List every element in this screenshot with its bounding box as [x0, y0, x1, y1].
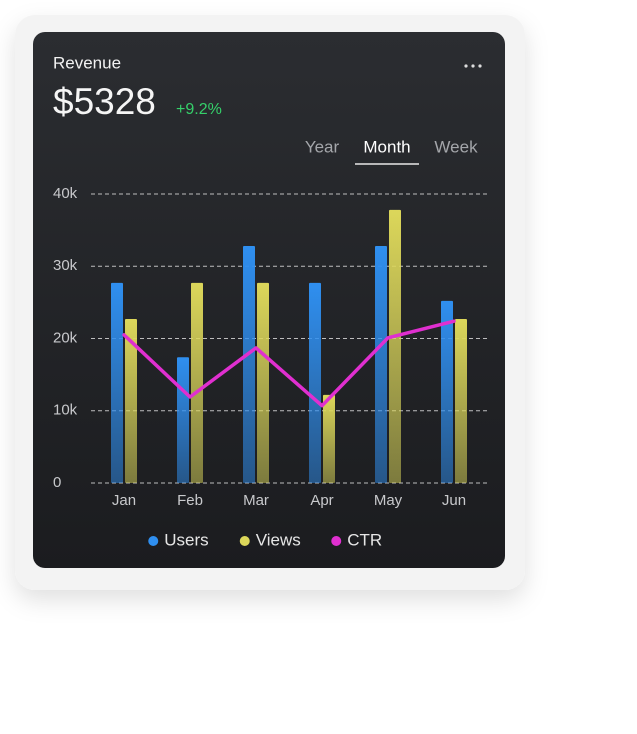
bar: [389, 209, 401, 483]
legend-swatch: [239, 536, 250, 546]
x-tick-label: Jan: [112, 492, 136, 509]
y-tick-label: 20k: [53, 329, 78, 346]
bar: [257, 282, 269, 483]
line: [122, 319, 456, 408]
bar: [111, 282, 123, 483]
tabs: Year Month Week: [305, 137, 478, 165]
y-tick-label: 0: [53, 474, 61, 491]
bar: [323, 394, 335, 483]
bar: [243, 246, 255, 483]
x-tick-label: Feb: [177, 492, 203, 509]
y-tick-label: 30k: [53, 257, 78, 274]
y-tick-label: 10k: [53, 402, 78, 419]
x-tick-label: Jun: [442, 492, 466, 509]
card-title: Revenue: [53, 53, 121, 72]
plot: 0 10k 20k 30k 40k Jan Feb Mar Apr May Jun: [53, 185, 487, 509]
tab[interactable]: Year: [305, 137, 340, 156]
menu-button[interactable]: [464, 64, 482, 68]
y-tick-label: 40k: [53, 185, 78, 202]
legend-label: Views: [256, 530, 301, 549]
legend-swatch: [331, 536, 342, 546]
legend-label: Users: [164, 530, 208, 549]
x-tick-label: May: [374, 492, 403, 509]
legend-label: CTR: [347, 530, 382, 549]
tab[interactable]: Week: [434, 137, 478, 156]
tab[interactable]: Month: [363, 137, 410, 156]
revenue-change: +9.2%: [176, 101, 222, 118]
bar: [455, 318, 467, 483]
x-tick-label: Apr: [310, 492, 333, 509]
bar: [309, 282, 321, 483]
bar: [191, 282, 203, 483]
bar: [125, 318, 137, 483]
bar: [441, 300, 453, 483]
bar: [375, 246, 387, 483]
menu-dot: [478, 64, 482, 68]
menu-dot: [464, 64, 468, 68]
x-tick-label: Mar: [243, 492, 269, 509]
legend-swatch: [148, 536, 159, 546]
menu-dot: [471, 64, 475, 68]
bar: [177, 357, 189, 483]
legend: Users Views CTR: [148, 530, 382, 549]
revenue-value: $5328: [53, 81, 156, 122]
